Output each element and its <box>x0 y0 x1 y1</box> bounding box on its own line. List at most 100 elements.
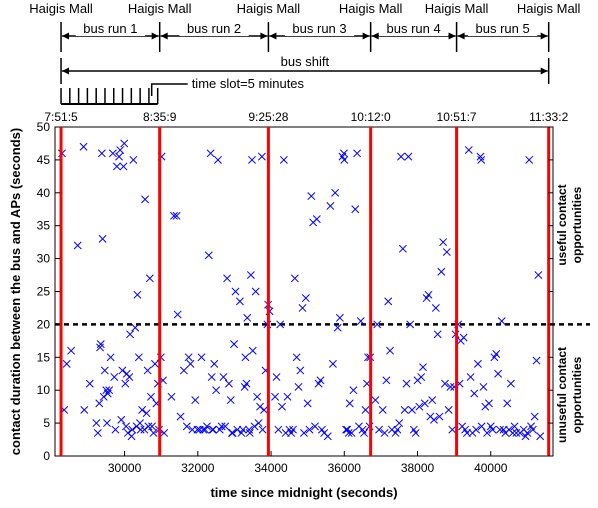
data-point-stroke <box>347 429 356 437</box>
data-point-stroke <box>95 399 104 408</box>
data-point <box>127 432 136 441</box>
data-point-stroke <box>92 419 101 428</box>
data-point <box>131 323 140 332</box>
data-point-stroke <box>253 392 262 401</box>
data-point-stroke <box>466 373 475 381</box>
data-point <box>170 211 178 220</box>
data-point-stroke <box>283 392 292 401</box>
data-point <box>397 152 405 161</box>
boundary-time-label: 9:25:28 <box>248 110 288 124</box>
data-point <box>193 425 202 434</box>
data-point-stroke <box>528 425 537 434</box>
x-tick-label: 30000 <box>108 461 142 475</box>
data-point <box>141 195 150 204</box>
data-point-stroke <box>106 353 115 362</box>
y-tick-label: 10 <box>37 383 51 397</box>
data-point-stroke <box>488 425 497 434</box>
data-point <box>206 149 215 158</box>
data-point <box>483 429 492 437</box>
run-label-bg <box>75 22 145 36</box>
data-point <box>294 382 303 391</box>
run-label: bus run 1 <box>83 21 137 36</box>
data-point <box>219 373 228 381</box>
boundary-time-label: 7:51:5 <box>44 110 78 124</box>
data-point <box>248 155 256 164</box>
run-label: bus run 2 <box>187 21 241 36</box>
data-point-stroke <box>118 366 127 375</box>
data-point-stroke <box>256 402 265 411</box>
data-point-stroke <box>254 419 263 428</box>
data-point-stroke <box>335 313 344 322</box>
data-point-stroke <box>126 330 135 339</box>
data-point <box>296 366 305 375</box>
data-point <box>167 392 176 401</box>
stop-label: Haigis Mall <box>237 1 301 16</box>
data-point-stroke <box>342 425 351 434</box>
data-point <box>437 267 446 276</box>
data-point <box>349 386 358 395</box>
x-tick-label: 38000 <box>401 461 435 475</box>
stop-label: Haigis Mall <box>128 1 192 16</box>
y-tick-label: 5 <box>43 416 50 430</box>
y-tick-label: 15 <box>37 350 51 364</box>
data-point <box>323 432 332 441</box>
data-point-stroke <box>398 244 407 253</box>
data-point <box>495 425 504 434</box>
data-point-stroke <box>224 379 233 388</box>
data-point <box>415 402 424 411</box>
data-point-stroke <box>119 162 128 171</box>
data-point <box>135 419 144 428</box>
data-point-stroke <box>397 152 405 161</box>
data-point-stroke <box>98 234 107 243</box>
data-point-stroke <box>484 399 493 408</box>
axes: 0 5 10 15 20 25 30 35 40 45 50 30000 32000 34000 36000… <box>8 120 584 500</box>
data-point-stroke <box>419 363 427 372</box>
data-point-stroke <box>406 320 415 329</box>
data-point-stroke <box>117 415 126 424</box>
data-point <box>477 155 486 164</box>
data-point-stroke <box>122 369 131 378</box>
data-point <box>145 274 154 283</box>
data-point-stroke <box>439 238 448 247</box>
data-point-stroke <box>532 356 541 365</box>
data-point-stroke <box>241 353 250 362</box>
data-point <box>344 429 353 437</box>
arrow-head <box>448 32 456 40</box>
data-point <box>251 287 260 296</box>
data-point-stroke <box>371 396 380 405</box>
data-point-stroke <box>186 359 195 368</box>
data-point-stroke <box>121 379 130 388</box>
data-point <box>488 425 497 434</box>
data-point <box>254 419 263 428</box>
y-axis-title: contact duration between the bus and APs… <box>8 128 23 455</box>
data-point-stroke <box>144 422 153 431</box>
data-point <box>351 205 360 214</box>
data-point <box>442 248 451 256</box>
data-point <box>301 294 310 303</box>
data-point-stroke <box>206 149 215 158</box>
data-point <box>497 317 506 326</box>
data-point <box>242 379 251 388</box>
y-tick-label: 20 <box>37 317 51 331</box>
data-point <box>420 399 429 408</box>
data-point <box>398 244 407 253</box>
run-label-bg <box>468 22 538 36</box>
data-point-stroke <box>103 419 111 428</box>
data-point-stroke <box>219 373 228 381</box>
data-point-stroke <box>208 425 217 434</box>
data-point-stroke <box>122 422 130 431</box>
data-point-stroke <box>441 379 449 388</box>
data-point-stroke <box>170 211 178 220</box>
y-tick-label: 30 <box>37 252 51 266</box>
data-point-stroke <box>143 366 152 375</box>
data-point <box>245 429 254 437</box>
data-point-stroke <box>258 425 267 434</box>
data-point <box>536 432 545 441</box>
data-point-stroke <box>221 422 230 431</box>
data-point-stroke <box>245 425 254 434</box>
time-slot-bracket <box>150 83 188 96</box>
run-label: bus run 5 <box>476 21 530 36</box>
data-point-stroke <box>380 429 389 437</box>
data-point <box>246 271 255 280</box>
data-point-stroke <box>149 429 158 437</box>
